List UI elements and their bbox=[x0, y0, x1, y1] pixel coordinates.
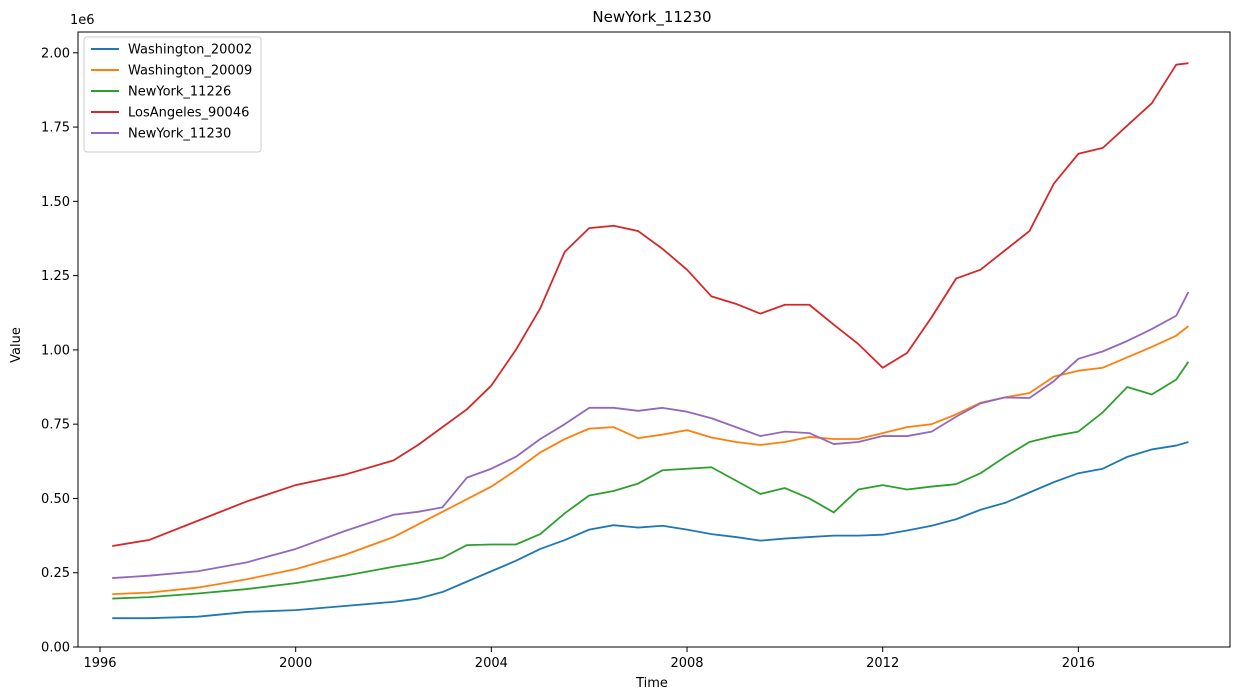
x-tick-label: 2008 bbox=[670, 656, 703, 671]
legend-label-LosAngeles_90046: LosAngeles_90046 bbox=[128, 106, 249, 121]
legend-label-Washington_20002: Washington_20002 bbox=[128, 43, 252, 58]
series-line-Washington_20009 bbox=[112, 325, 1189, 596]
x-tick-label: 2016 bbox=[1062, 656, 1095, 671]
y-tick-label: 1.25 bbox=[41, 269, 70, 284]
chart-title: NewYork_11230 bbox=[592, 8, 711, 27]
series-line-NewYork_11226 bbox=[112, 361, 1190, 600]
series-line-Washington_20002 bbox=[112, 441, 1189, 620]
plot-area: 1996 2000 2004 2008 2012 2016 0.00 0.25 0.50 0.75… bbox=[41, 31, 1231, 671]
x-tick-label: 2000 bbox=[279, 656, 312, 671]
legend-box bbox=[83, 36, 262, 153]
y-tick-label: 1.75 bbox=[41, 121, 70, 136]
legend: Washington_20002 Washington_20009 NewYork_… bbox=[83, 36, 262, 153]
y-axis-offset-label: 1e6 bbox=[70, 13, 95, 28]
y-tick-label: 0.75 bbox=[41, 418, 70, 433]
x-tick-label: 2012 bbox=[866, 656, 899, 671]
y-tick-label: 0.25 bbox=[41, 566, 70, 581]
y-tick-label: 0.00 bbox=[41, 641, 70, 656]
legend-label-NewYork_11226: NewYork_11226 bbox=[128, 85, 231, 100]
series-line-NewYork_11230 bbox=[112, 291, 1190, 579]
y-tick-label: 2.00 bbox=[41, 46, 70, 61]
legend-label-NewYork_11230: NewYork_11230 bbox=[128, 127, 231, 142]
y-tick-label: 1.50 bbox=[41, 195, 70, 210]
y-tick-label: 1.00 bbox=[41, 343, 70, 358]
plot-frame bbox=[77, 31, 1231, 648]
y-axis-title: Value bbox=[9, 327, 24, 363]
series-line-LosAngeles_90046 bbox=[112, 62, 1189, 547]
y-tick-label: 0.50 bbox=[41, 492, 70, 507]
x-tick-label: 2004 bbox=[475, 656, 508, 671]
legend-label-Washington_20009: Washington_20009 bbox=[128, 64, 252, 79]
x-tick-label: 1996 bbox=[83, 656, 116, 671]
x-axis-title: Time bbox=[635, 676, 668, 691]
